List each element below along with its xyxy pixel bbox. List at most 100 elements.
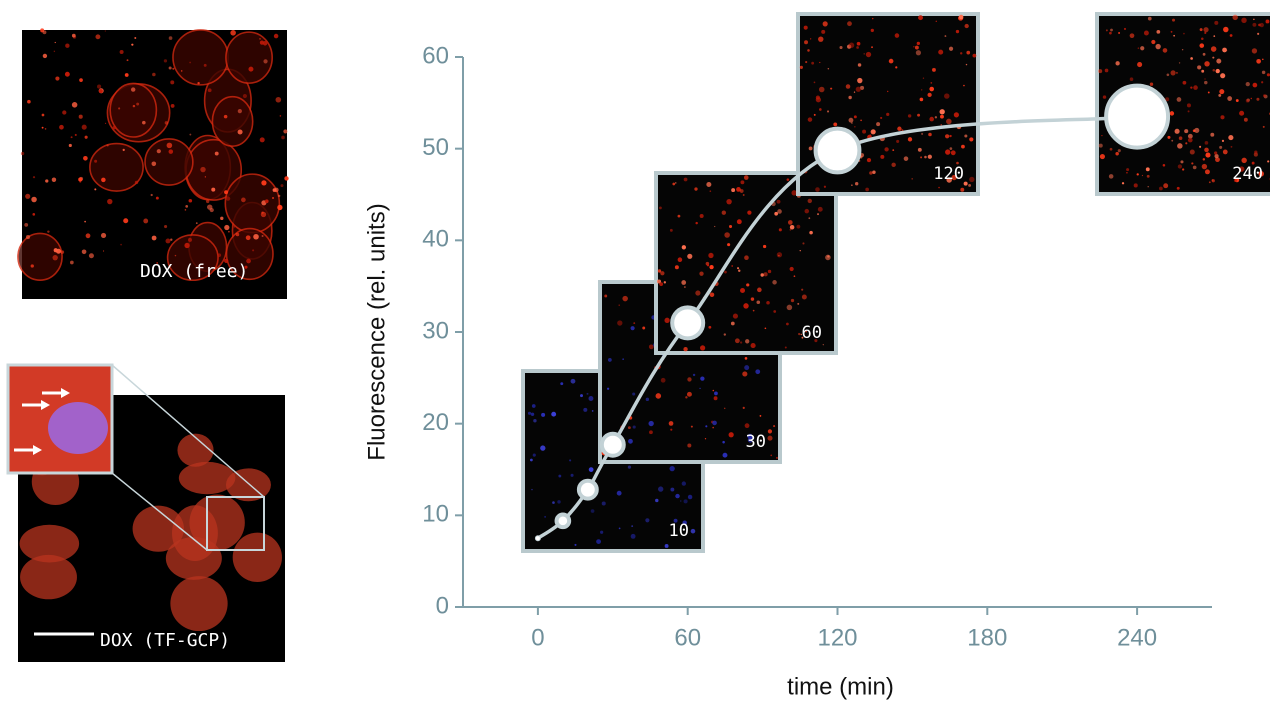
- speckle: [1210, 46, 1217, 52]
- speckle: [642, 326, 646, 330]
- speckle: [657, 279, 662, 284]
- speckle: [170, 103, 175, 108]
- speckle: [674, 265, 679, 270]
- speckle: [724, 270, 727, 274]
- speckle: [960, 187, 965, 192]
- speckle: [70, 260, 74, 265]
- speckle: [1229, 34, 1233, 37]
- speckle: [880, 154, 885, 159]
- speckle: [1156, 29, 1161, 34]
- speckle: [1167, 135, 1171, 139]
- speckle: [588, 467, 594, 472]
- speckle: [600, 530, 604, 534]
- speckle: [876, 122, 881, 127]
- speckle: [1218, 94, 1222, 97]
- speckle: [244, 265, 248, 269]
- speckle: [722, 452, 728, 458]
- speckle: [544, 515, 547, 518]
- cell: [224, 173, 281, 234]
- speckle: [187, 237, 193, 242]
- speckle: [687, 377, 692, 382]
- speckle: [228, 230, 230, 233]
- speckle: [88, 253, 94, 259]
- speckle: [921, 89, 923, 91]
- speckle: [1235, 99, 1239, 102]
- speckle: [1182, 80, 1187, 85]
- speckle: [740, 288, 746, 294]
- speckle: [616, 490, 622, 496]
- speckle: [742, 406, 745, 409]
- speckle: [739, 341, 743, 344]
- speckle: [808, 146, 813, 151]
- speckle: [1250, 97, 1253, 100]
- speckle: [1159, 186, 1163, 191]
- speckle: [104, 122, 107, 125]
- speckle: [570, 473, 574, 477]
- speckle: [134, 36, 137, 39]
- speckle: [677, 214, 681, 218]
- speckle: [540, 445, 546, 451]
- speckle: [680, 500, 682, 502]
- cell: [89, 142, 144, 192]
- data-point: [576, 478, 599, 501]
- speckle: [601, 501, 606, 506]
- speckle: [170, 238, 173, 241]
- speckle: [224, 258, 229, 264]
- speckle: [739, 189, 744, 193]
- speckle: [866, 157, 872, 163]
- speckle: [756, 300, 761, 305]
- speckle: [1190, 57, 1193, 60]
- speckle: [920, 156, 923, 159]
- speckle: [767, 435, 773, 441]
- speckle: [683, 177, 688, 182]
- speckle: [1177, 164, 1183, 169]
- speckle: [277, 204, 283, 211]
- speckle: [888, 58, 894, 64]
- speckle: [1177, 143, 1183, 149]
- speckle: [618, 527, 621, 530]
- speckle: [712, 389, 715, 392]
- speckle: [939, 109, 945, 115]
- speckle: [848, 42, 855, 48]
- speckle: [744, 423, 750, 429]
- speckle: [673, 518, 678, 523]
- speckle: [799, 65, 803, 69]
- speckle: [1201, 37, 1204, 41]
- speckle: [1262, 125, 1265, 128]
- speckle: [813, 113, 816, 116]
- speckle: [55, 76, 60, 81]
- speckle: [78, 114, 83, 119]
- speckle: [728, 432, 734, 438]
- speckle: [911, 178, 913, 180]
- speckle: [156, 262, 159, 264]
- speckle: [683, 347, 688, 352]
- speckle: [1115, 61, 1120, 66]
- y-tick-label: 30: [422, 317, 449, 344]
- speckle: [1183, 32, 1185, 35]
- speckle: [41, 113, 45, 117]
- speckle: [821, 29, 826, 34]
- speckle: [896, 139, 900, 143]
- speckle: [648, 344, 654, 350]
- micrograph-panels: [6, 28, 289, 662]
- speckle: [776, 252, 783, 258]
- speckle: [166, 142, 173, 149]
- speckle: [659, 282, 664, 287]
- speckle: [1170, 30, 1173, 33]
- speckle: [944, 93, 950, 99]
- speckle: [645, 397, 650, 402]
- speckle: [744, 357, 748, 360]
- nucleus: [48, 402, 108, 454]
- speckle: [1267, 160, 1270, 163]
- speckle: [668, 421, 674, 426]
- speckle: [1101, 134, 1103, 137]
- zoom-box: [206, 496, 265, 551]
- cell: [20, 554, 77, 600]
- speckle: [574, 543, 577, 546]
- speckle: [1192, 165, 1197, 170]
- speckle: [1228, 134, 1234, 141]
- speckle: [165, 238, 171, 244]
- speckle: [750, 343, 756, 349]
- speckle: [931, 67, 937, 72]
- speckle: [856, 46, 859, 49]
